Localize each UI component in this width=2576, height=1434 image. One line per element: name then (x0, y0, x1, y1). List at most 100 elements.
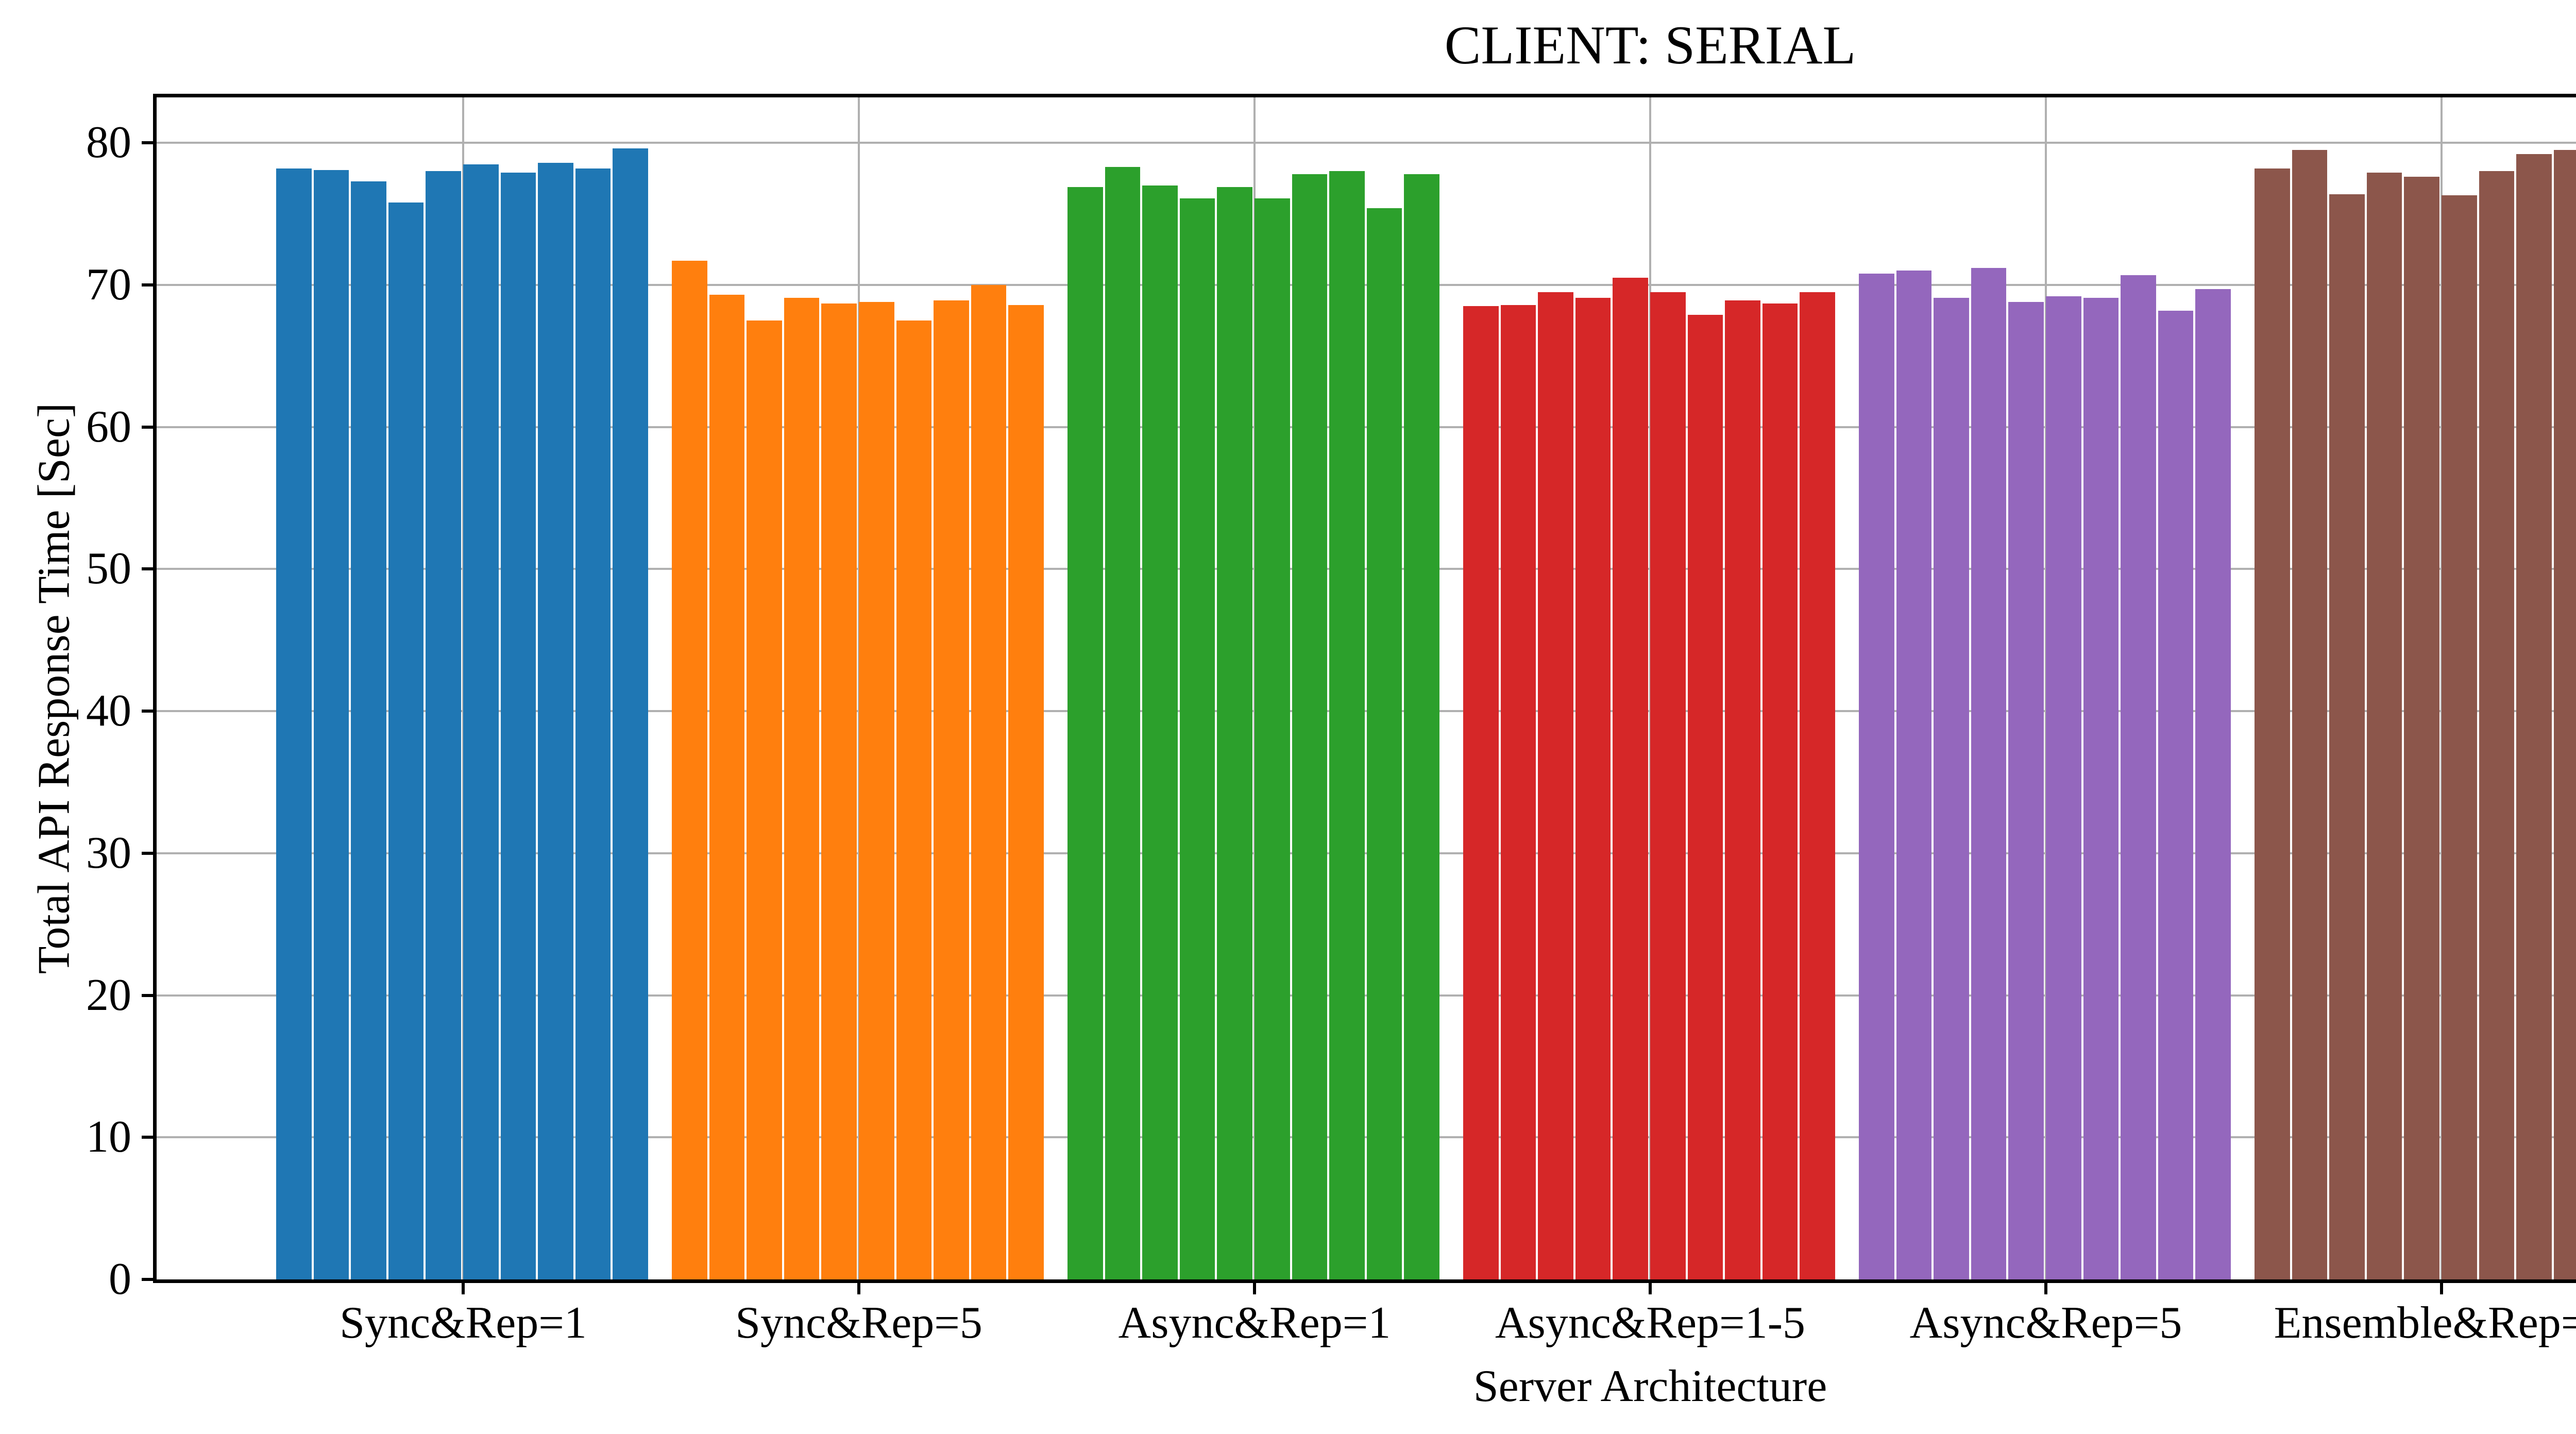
bar-Async&Rep=1-run1 (1067, 187, 1103, 1279)
y-tick (142, 993, 153, 997)
bar-Async&Rep=5-run8 (2121, 275, 2156, 1279)
bar-Async&Rep=5-run1 (1859, 273, 1894, 1279)
x-tick-label: Async&Rep=5 (1909, 1298, 2182, 1348)
y-tick (142, 1136, 153, 1139)
x-tick (462, 1283, 465, 1294)
bar-Sync&Rep=1-run10 (613, 148, 648, 1279)
y-tick-label: 80 (86, 117, 131, 168)
bar-Async&Rep=1-5-run5 (1613, 278, 1648, 1279)
bar-Async&Rep=5-run5 (2008, 302, 2044, 1279)
bar-Async&Rep=1-5-run4 (1575, 297, 1611, 1279)
bar-Sync&Rep=1-run4 (388, 203, 424, 1279)
bar-Ensemble&Rep=1-run7 (2479, 171, 2515, 1279)
gridline-horizontal (157, 283, 2576, 286)
y-tick-label: 20 (86, 970, 131, 1020)
y-tick-label: 30 (86, 828, 131, 878)
x-tick-label: Async&Rep=1 (1118, 1298, 1391, 1348)
plot-area (153, 94, 2576, 1283)
gridline-horizontal (157, 710, 2576, 713)
bar-Ensemble&Rep=1-run1 (2255, 168, 2290, 1279)
x-tick-label: Async&Rep=1-5 (1495, 1298, 1805, 1348)
bar-Sync&Rep=5-run8 (934, 300, 969, 1279)
bar-Sync&Rep=5-run9 (971, 284, 1007, 1279)
y-tick-label: 0 (109, 1254, 131, 1304)
bar-Async&Rep=1-5-run6 (1650, 292, 1686, 1279)
gridline-horizontal (157, 142, 2576, 144)
bar-Async&Rep=5-run10 (2195, 289, 2231, 1279)
bar-Sync&Rep=1-run5 (426, 171, 461, 1279)
bar-Async&Rep=1-5-run9 (1762, 303, 1798, 1279)
bar-Async&Rep=1-run3 (1142, 185, 1178, 1279)
bar-Sync&Rep=1-run9 (575, 168, 611, 1279)
y-tick (142, 141, 153, 145)
bar-Sync&Rep=5-run1 (672, 261, 707, 1279)
x-tick (2440, 1283, 2443, 1294)
bar-Sync&Rep=5-run3 (747, 320, 782, 1279)
bar-Ensemble&Rep=1-run6 (2442, 195, 2477, 1279)
x-tick-label: Sync&Rep=1 (340, 1298, 587, 1348)
bar-Async&Rep=1-run4 (1179, 198, 1215, 1279)
bar-Ensemble&Rep=1-run9 (2553, 150, 2576, 1279)
bar-Async&Rep=1-run10 (1404, 174, 1439, 1279)
bar-Async&Rep=1-run8 (1329, 171, 1365, 1279)
bar-Async&Rep=5-run6 (2046, 296, 2081, 1279)
bar-Ensemble&Rep=1-run3 (2329, 194, 2365, 1279)
chart-title: CLIENT: SERIAL (1444, 15, 1856, 75)
bar-Ensemble&Rep=1-run2 (2292, 150, 2328, 1279)
bar-Async&Rep=1-5-run3 (1538, 292, 1573, 1279)
bar-Async&Rep=1-run7 (1292, 174, 1328, 1279)
bar-Async&Rep=1-5-run10 (1800, 292, 1835, 1279)
y-tick-label: 70 (86, 259, 131, 310)
y-tick-label: 10 (86, 1112, 131, 1162)
bar-Async&Rep=1-run2 (1105, 167, 1141, 1279)
x-tick (857, 1283, 860, 1294)
bar-Async&Rep=1-run6 (1255, 198, 1290, 1279)
bar-Sync&Rep=1-run1 (276, 168, 312, 1279)
y-tick (142, 851, 153, 855)
bar-Ensemble&Rep=1-run4 (2366, 173, 2402, 1279)
x-tick (2044, 1283, 2047, 1294)
gridline-horizontal (157, 1136, 2576, 1139)
bar-Ensemble&Rep=1-run8 (2516, 154, 2552, 1279)
bar-Async&Rep=1-5-run8 (1725, 300, 1760, 1279)
bar-Async&Rep=1-5-run2 (1500, 305, 1536, 1279)
bar-Async&Rep=5-run7 (2083, 297, 2119, 1279)
y-tick-label: 60 (86, 401, 131, 452)
y-tick-label: 40 (86, 686, 131, 736)
bar-Async&Rep=5-run3 (1934, 297, 1969, 1279)
bar-Sync&Rep=1-run7 (500, 173, 536, 1279)
bar-Sync&Rep=1-run3 (351, 181, 386, 1279)
bar-Async&Rep=1-run9 (1366, 208, 1402, 1279)
bar-Sync&Rep=5-run10 (1008, 305, 1044, 1279)
x-axis-label: Server Architecture (1473, 1361, 1827, 1411)
x-tick-label: Sync&Rep=5 (735, 1298, 982, 1348)
bar-Sync&Rep=5-run7 (896, 320, 932, 1279)
x-tick (1253, 1283, 1256, 1294)
gridline-horizontal (157, 568, 2576, 570)
y-tick (142, 710, 153, 713)
bar-Async&Rep=5-run9 (2158, 310, 2194, 1279)
bar-Sync&Rep=5-run2 (709, 295, 745, 1279)
gridline-horizontal (157, 852, 2576, 854)
bar-Sync&Rep=1-run2 (313, 170, 349, 1279)
bar-Ensemble&Rep=1-run5 (2404, 177, 2439, 1279)
bar-Async&Rep=1-5-run1 (1463, 306, 1499, 1279)
bar-Async&Rep=1-run5 (1217, 187, 1252, 1279)
bar-Async&Rep=5-run2 (1896, 271, 1932, 1279)
gridline-horizontal (157, 426, 2576, 428)
bar-Sync&Rep=5-run6 (859, 302, 894, 1279)
x-tick-label: Ensemble&Rep=1 (2274, 1298, 2576, 1348)
bar-Async&Rep=1-5-run7 (1687, 314, 1723, 1279)
y-tick (142, 425, 153, 429)
y-tick-label: 50 (86, 544, 131, 594)
y-tick (142, 567, 153, 571)
bar-Sync&Rep=1-run8 (538, 162, 573, 1279)
bar-Sync&Rep=5-run5 (821, 303, 857, 1279)
bar-Async&Rep=5-run4 (1971, 267, 2007, 1279)
gridline-horizontal (157, 994, 2576, 997)
bar-Sync&Rep=5-run4 (784, 297, 820, 1279)
x-tick (1649, 1283, 1652, 1294)
bar-Sync&Rep=1-run6 (463, 164, 499, 1279)
y-tick (142, 1278, 153, 1281)
